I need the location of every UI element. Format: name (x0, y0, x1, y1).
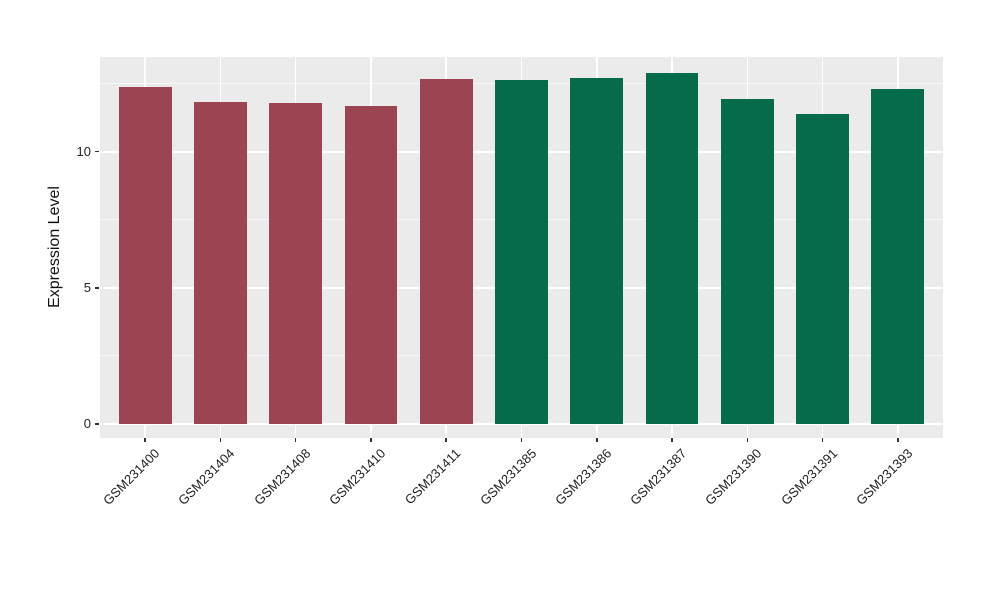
x-tick-mark (219, 438, 222, 442)
y-tick-label: 0 (83, 416, 91, 431)
bar-GSM231411 (419, 78, 473, 424)
x-tick-mark (897, 438, 899, 442)
x-tick-label-GSM231408: GSM231408 (250, 445, 314, 508)
y-tick-label: 10 (76, 143, 91, 159)
expression-bar-chart: Expression Level 0 5 10 GSM231400 GSM231404 G… (46, 57, 943, 508)
x-tick-mark (595, 438, 598, 442)
y-tick-label: 5 (83, 279, 91, 295)
bar-GSM231400 (118, 86, 172, 424)
bar-GSM231390 (720, 98, 774, 424)
x-tick-label-GSM231385: GSM231385 (476, 445, 539, 508)
y-axis-title: Expression Level (46, 186, 63, 308)
x-tick-label-GSM231404: GSM231404 (175, 445, 238, 508)
x-tick-mark (821, 438, 824, 442)
bar-GSM231410 (344, 105, 398, 424)
bar-GSM231385 (495, 79, 548, 424)
x-tick-label-GSM231386: GSM231386 (551, 445, 615, 508)
x-tick-mark (370, 438, 372, 442)
bar-GSM231408 (269, 102, 323, 424)
y-tick-mark (95, 423, 99, 425)
x-tick-mark (746, 438, 749, 442)
x-tick-label-GSM231391: GSM231391 (777, 445, 840, 508)
bar-GSM231387 (645, 73, 699, 424)
bar-GSM231391 (796, 114, 849, 424)
y-tick-mark (95, 150, 99, 153)
bar-GSM231404 (194, 101, 247, 424)
y-tick-mark (95, 286, 99, 289)
x-tick-label-GSM231387: GSM231387 (627, 445, 690, 508)
x-tick-mark (671, 438, 673, 442)
x-tick-label-GSM231411: GSM231411 (401, 445, 464, 508)
x-tick-label-GSM231393: GSM231393 (852, 445, 916, 508)
x-tick-mark (294, 438, 297, 442)
x-tick-label-GSM231410: GSM231410 (326, 445, 389, 508)
bar-GSM231386 (570, 77, 624, 424)
x-tick-mark (520, 438, 523, 442)
bar-GSM231393 (871, 88, 925, 424)
plot-panel (100, 57, 943, 438)
x-tick-mark (144, 438, 146, 442)
x-tick-mark (445, 438, 448, 442)
x-tick-label-GSM231390: GSM231390 (702, 445, 765, 508)
